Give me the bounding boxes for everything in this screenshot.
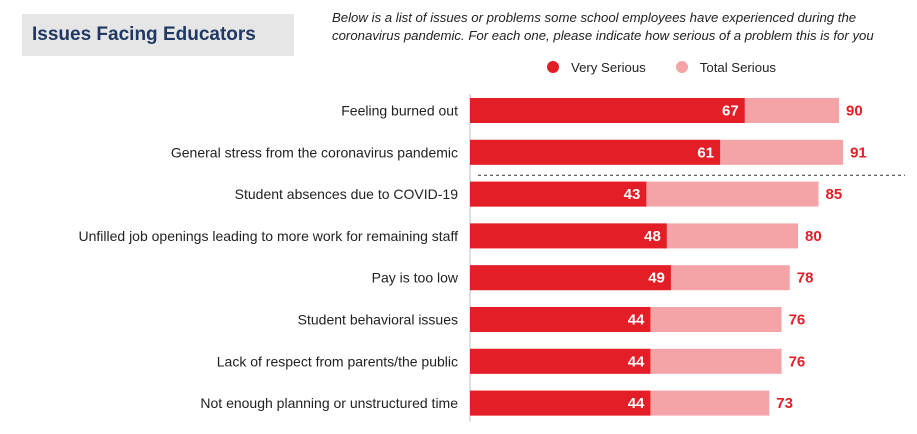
- legend-swatch-total-serious: [675, 61, 688, 73]
- data-label-very-serious: 67: [722, 103, 739, 120]
- data-label-very-serious: 44: [628, 395, 645, 412]
- category-label: General stress from the coronavirus pand…: [171, 144, 458, 160]
- category-label: Not enough planning or unstructured time: [200, 395, 458, 411]
- data-label-total-serious: 76: [789, 312, 806, 329]
- bar-very-serious: [470, 348, 651, 374]
- data-label-total-serious: 78: [797, 270, 814, 287]
- legend-swatch-very-serious: [547, 61, 559, 73]
- data-label-very-serious: 44: [628, 353, 645, 370]
- category-label: Unfilled job openings leading to more wo…: [78, 228, 458, 244]
- category-label: Feeling burned out: [341, 103, 458, 119]
- bar-very-serious: [470, 223, 667, 249]
- title-box: Issues Facing Educators: [22, 14, 294, 56]
- data-label-total-serious: 91: [850, 144, 867, 161]
- data-label-very-serious: 44: [628, 312, 645, 329]
- data-label-very-serious: 61: [697, 144, 714, 161]
- legend-label-total-serious: Total Serious: [699, 59, 776, 75]
- bar-very-serious: [470, 265, 671, 291]
- data-label-very-serious: 49: [648, 270, 665, 287]
- legend-item-total-serious: Total Serious: [675, 59, 776, 75]
- bar-very-serious: [470, 307, 651, 332]
- bar-very-serious: [470, 181, 647, 207]
- legend-item-very-serious: Very Serious: [547, 60, 646, 75]
- bar-very-serious: [470, 139, 721, 165]
- bar-very-serious: [470, 390, 651, 416]
- data-label-very-serious: 43: [624, 186, 641, 203]
- category-label: Student behavioral issues: [298, 312, 458, 328]
- category-label: Pay is too low: [372, 270, 459, 286]
- category-label: Lack of respect from parents/the public: [217, 353, 458, 369]
- category-label: Student absences due to COVID-19: [235, 186, 459, 202]
- page-title: Issues Facing Educators: [32, 24, 256, 45]
- data-label-very-serious: 48: [644, 228, 661, 245]
- data-label-total-serious: 80: [805, 228, 822, 245]
- bar-very-serious: [470, 98, 745, 123]
- data-label-total-serious: 90: [846, 103, 863, 120]
- data-label-total-serious: 85: [826, 186, 843, 203]
- data-label-total-serious: 76: [789, 353, 806, 370]
- legend-label-very-serious: Very Serious: [571, 59, 646, 75]
- question-text: Below is a list of issues or problems so…: [332, 10, 874, 43]
- data-label-total-serious: 73: [776, 395, 793, 412]
- legend: Very Serious Total Serious: [547, 59, 806, 75]
